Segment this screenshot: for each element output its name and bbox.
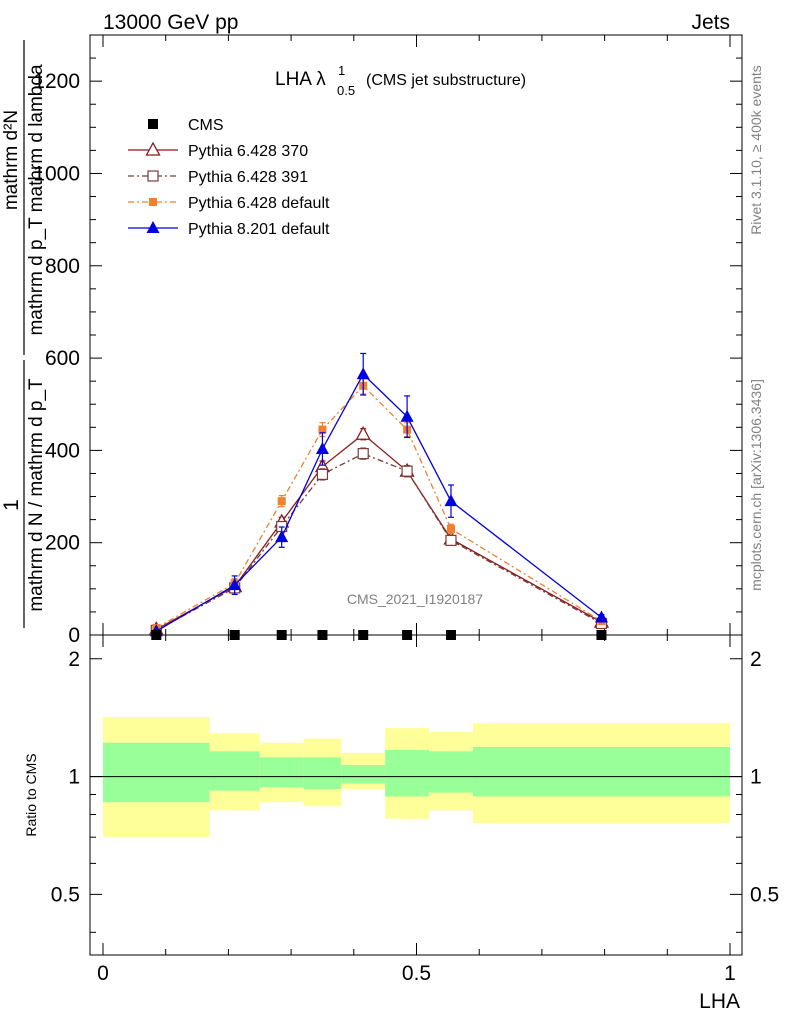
- ratio-band-inner-3: [303, 757, 342, 789]
- ratio-tick-label-right: 1: [750, 766, 762, 789]
- ratio-band-inner-6: [429, 751, 473, 793]
- ratio-band-inner-2: [259, 757, 304, 788]
- data-point: [355, 425, 371, 440]
- y-tick-label: 1000: [33, 162, 80, 185]
- ratio-tick-label: 1: [68, 766, 80, 789]
- y-tick-label: 400: [45, 439, 80, 462]
- ratio-tick-label: 0.5: [51, 883, 80, 906]
- legend-item: CMS: [148, 117, 224, 134]
- data-point: [401, 465, 413, 477]
- title-suffix: (CMS jet substructure): [366, 72, 526, 89]
- legend-label: Pythia 8.201 default: [188, 221, 330, 238]
- series-pythia-8-201-default: [149, 352, 608, 637]
- data-point: [228, 578, 242, 591]
- title-subscript: 0.5: [337, 83, 355, 98]
- legend-marker: [145, 141, 161, 156]
- mcplots-source-label: mcplots.cern.ch [arXiv:1306.3436]: [748, 379, 764, 591]
- ratio-band-inner-1: [209, 751, 260, 791]
- series-pythia-6-428-391: [150, 447, 608, 636]
- data-point: [402, 630, 413, 640]
- series-cms: [151, 630, 607, 640]
- data-point: [400, 409, 414, 422]
- x-tick-label: 0: [97, 962, 109, 985]
- ratio-band-inner-7: [472, 747, 730, 797]
- y-tick-label: 1200: [33, 70, 80, 93]
- title-main: LHA λ: [275, 69, 326, 90]
- ratio-band-inner-4: [341, 765, 386, 784]
- legend-label: Pythia 6.428 default: [188, 195, 330, 212]
- axis-ticks: 0 0.5 1 0 200 400 600 800 1000 1200 0.5 0.5 1 1 2 2: [33, 35, 779, 985]
- ratio-tick-label: 2: [68, 648, 80, 671]
- data-point: [151, 630, 162, 640]
- data-point: [318, 425, 327, 434]
- legend: CMS Pythia 6.428 370 Pythia 6.428 391 Pythi…: [128, 117, 330, 238]
- rivet-version-label: Rivet 3.1.10, ≥ 400k events: [748, 65, 764, 235]
- ratio-band-inner-5: [385, 749, 430, 797]
- title-superscript: 1: [338, 63, 345, 78]
- ratio-band-inner-0: [103, 742, 210, 803]
- legend-marker: [149, 198, 157, 206]
- legend-item: Pythia 6.428 default: [128, 195, 330, 212]
- data-point: [358, 630, 369, 640]
- analysis-watermark: CMS_2021_I1920187: [347, 591, 483, 607]
- legend-marker: [147, 170, 159, 182]
- y-title-prefix-num: 1: [0, 499, 23, 511]
- data-point: [316, 468, 329, 480]
- ratio-tick-label-right: 0.5: [750, 883, 779, 906]
- legend-label: CMS: [188, 117, 224, 134]
- y-tick-label: 600: [45, 347, 80, 370]
- series-line: [155, 384, 602, 629]
- series-layer: [148, 352, 610, 640]
- data-point: [445, 534, 457, 546]
- data-point: [315, 442, 329, 454]
- y-tick-label: 800: [45, 255, 80, 278]
- y-title-numerator: mathrm d²N: [1, 110, 22, 210]
- data-point: [596, 630, 607, 640]
- legend-marker: [146, 221, 160, 233]
- data-point: [357, 448, 369, 460]
- ratio-bands: [103, 716, 730, 838]
- x-tick-label: 1: [724, 962, 736, 985]
- data-point: [275, 530, 289, 543]
- energy-label: 13000 GeV pp: [103, 11, 238, 34]
- y-axis-title: 1 mathrm d N / mathrm d p_T mathrm d²N m…: [0, 40, 47, 628]
- data-point: [229, 630, 240, 640]
- data-point: [445, 630, 456, 640]
- y-tick-label: 200: [45, 532, 80, 555]
- x-tick-label: 0.5: [402, 962, 431, 985]
- data-point: [277, 497, 286, 506]
- y-tick-label: 0: [68, 624, 80, 647]
- ratio-axis-title: Ratio to CMS: [23, 753, 39, 836]
- legend-item: Pythia 6.428 370: [128, 141, 308, 160]
- legend-label: Pythia 6.428 370: [188, 143, 308, 160]
- legend-item: Pythia 6.428 391: [128, 169, 308, 186]
- plot-title: LHA λ 1 0.5 (CMS jet substructure): [275, 63, 526, 98]
- category-label: Jets: [691, 11, 730, 34]
- data-point: [356, 367, 370, 380]
- legend-item: Pythia 8.201 default: [128, 221, 330, 238]
- legend-label: Pythia 6.428 391: [188, 169, 308, 186]
- series-line: [155, 373, 602, 632]
- ratio-tick-label-right: 2: [750, 648, 762, 671]
- legend-marker: [148, 119, 158, 129]
- data-point: [446, 524, 455, 533]
- data-point: [276, 630, 287, 640]
- y-title-prefix-den: mathrm d N / mathrm d p_T: [26, 378, 47, 612]
- data-point: [594, 610, 608, 623]
- x-axis-title: LHA: [699, 990, 740, 1013]
- y-title-denominator: mathrm d p_T mathrm d lambda: [26, 64, 47, 335]
- data-point: [444, 494, 458, 507]
- data-point: [317, 630, 328, 640]
